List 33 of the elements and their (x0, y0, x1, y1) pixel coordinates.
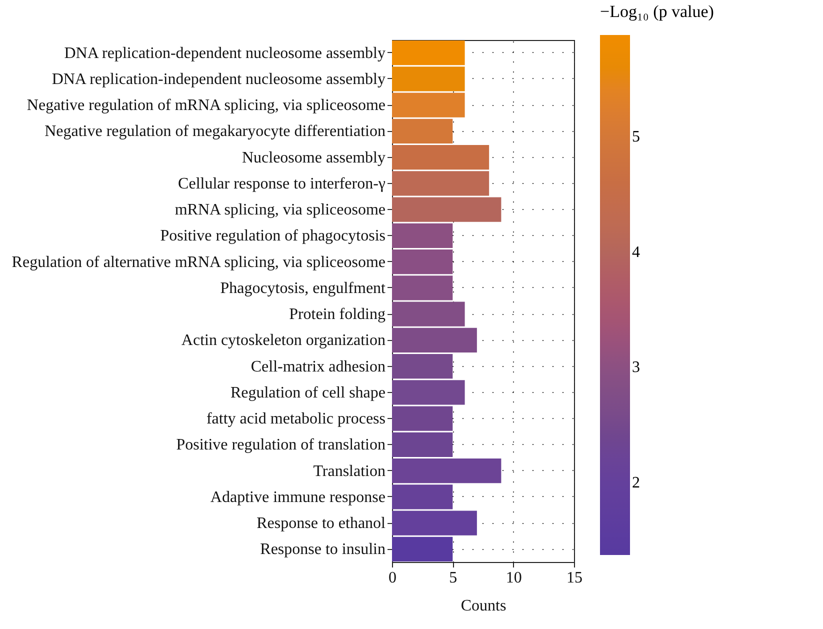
y-tick-label: Nucleosome assembly (242, 149, 386, 166)
y-tick-label: Negative regulation of megakaryocyte differentiation (44, 123, 386, 140)
y-tick-label: Regulation of alternative mRNA splicing, via spliceosome (12, 254, 386, 271)
x-tick-label: 15 (566, 570, 582, 586)
color-bar-label: 5 (632, 128, 640, 146)
x-tick-label: 10 (506, 570, 522, 586)
y-tick-label: Response to insulin (260, 541, 386, 558)
y-tick-label: DNA replication-independent nucleosome assembly (52, 70, 386, 88)
y-tick-label: Actin cytoskeleton organization (181, 332, 386, 350)
color-bar-label: 2 (632, 474, 640, 492)
y-tick-label: Protein folding (289, 306, 386, 324)
y-tick-label: Regulation of cell shape (230, 384, 386, 402)
x-tick-label: 0 (388, 570, 396, 586)
bar (392, 92, 465, 118)
y-tick-label: mRNA splicing, via spliceosome (174, 202, 386, 219)
color-bar-title: −Log₁₀ (p value) (600, 2, 714, 21)
y-tick-label: Negative regulation of mRNA splicing, via spliceosome (26, 97, 386, 114)
y-tick-label: fatty acid metabolic process (206, 410, 386, 428)
bar (392, 197, 502, 222)
y-tick-label: Cellular response to interferon-γ (178, 175, 386, 192)
y-tick-label: Response to ethanol (256, 515, 386, 532)
y-tick-label: Translation (313, 462, 386, 480)
y-tick-label: Positive regulation of phagocytosis (160, 228, 386, 245)
color-bar-label: 4 (632, 244, 640, 261)
x-tick-label: 5 (449, 570, 458, 586)
y-tick-label: DNA replication-dependent nucleosome assembly (64, 44, 386, 62)
bar (392, 171, 490, 196)
y-tick-label: Positive regulation of translation (176, 436, 386, 454)
y-tick-label: Adaptive immune response (210, 488, 386, 506)
y-tick-label: Cell-matrix adhesion (250, 358, 386, 376)
x-axis-title: Counts (460, 598, 506, 614)
y-tick-label: Phagocytosis, engulfment (220, 280, 386, 297)
color-bar-label: 3 (632, 359, 640, 376)
